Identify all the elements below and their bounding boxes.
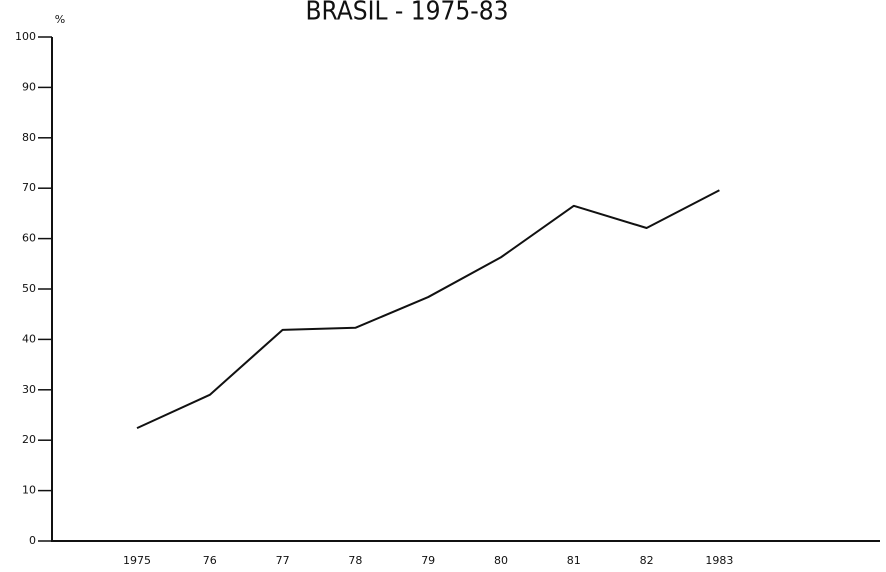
- y-tick-label: 90: [22, 80, 36, 93]
- y-tick-label: 10: [22, 484, 36, 497]
- y-tick-label: 30: [22, 383, 36, 396]
- x-tick-label: 77: [276, 554, 290, 567]
- y-tick-label: 20: [22, 433, 36, 446]
- y-tick-label: 0: [29, 534, 36, 547]
- x-tick-label: 80: [494, 554, 508, 567]
- data-line: [136, 189, 720, 430]
- y-tick-label: 50: [22, 282, 36, 295]
- x-tick-label: 76: [203, 554, 217, 567]
- y-tick-label: 40: [22, 332, 36, 345]
- x-tick-label: 81: [567, 554, 581, 567]
- y-tick-label: 100: [15, 30, 36, 43]
- chart-title: BRASIL - 1975-83: [305, 0, 508, 27]
- x-tick-label: 82: [640, 554, 654, 567]
- x-tick-label: 1975: [123, 554, 151, 567]
- y-tick-label: 70: [22, 181, 36, 194]
- y-tick-label: 80: [22, 131, 36, 144]
- y-axis-label: %: [55, 13, 65, 26]
- y-tick-label: 60: [22, 232, 36, 245]
- x-tick-label: 78: [348, 554, 362, 567]
- x-tick-label: 1983: [705, 554, 733, 567]
- x-tick-label: 79: [421, 554, 435, 567]
